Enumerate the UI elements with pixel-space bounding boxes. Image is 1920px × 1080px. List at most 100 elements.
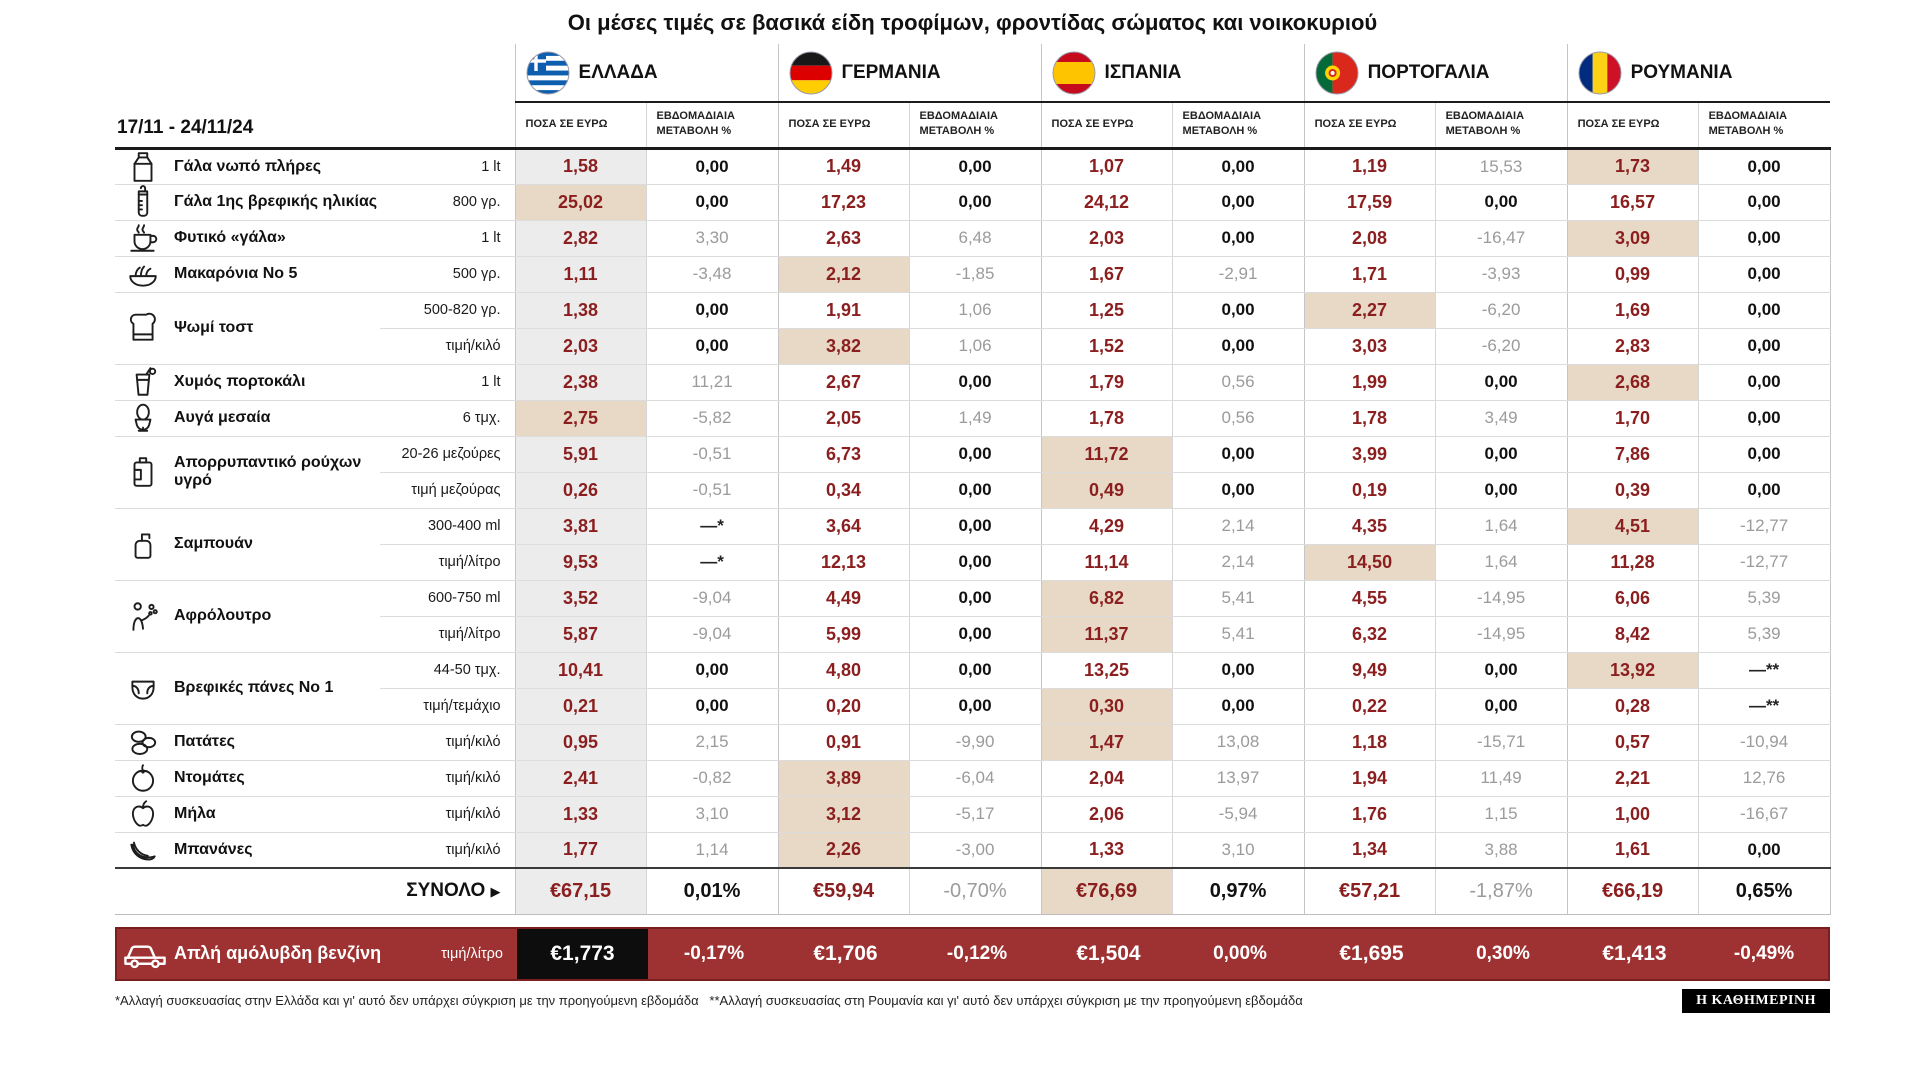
change-cell-gr: 0,00	[645, 328, 779, 365]
toast-bread-icon	[115, 292, 170, 365]
price-cell-es: 1,33	[1040, 832, 1173, 869]
table-row: τιμή μεζούρας 0,26 -0,51 0,34 0,00 0,49 0,00 0,…	[115, 472, 1831, 509]
product-unit: 1 lt	[380, 364, 516, 401]
change-cell-ro: 0,00	[1697, 148, 1831, 185]
country-name: ΕΛΛΑΔΑ	[578, 61, 658, 83]
price-cell-pt: 0,19	[1303, 472, 1436, 509]
fuel-unit: τιμή/λίτρο	[441, 945, 503, 962]
country-header-gr: ΕΛΛΑΔΑ	[514, 44, 779, 103]
country-header-de: ΓΕΡΜΑΝΙΑ	[777, 44, 1042, 103]
price-cell-gr: 1,58	[514, 148, 647, 185]
change-cell-gr: 0,00	[645, 184, 779, 221]
page-title: Οι μέσες τιμές σε βασικά είδη τροφίμων, …	[567, 10, 1378, 35]
change-cell-de: -5,17	[908, 796, 1042, 833]
change-cell-es: 0,00	[1171, 652, 1305, 689]
change-cell-es: 0,00	[1171, 148, 1305, 185]
price-cell-pt: 1,78	[1303, 400, 1436, 437]
product-unit: τιμή/κιλό	[380, 796, 516, 833]
product-name: Αυγά μεσαία	[170, 400, 380, 437]
product-unit: 800 γρ.	[380, 184, 516, 221]
shampoo-bottle-icon	[115, 508, 170, 581]
product-name: Πατάτες	[170, 724, 380, 761]
change-cell-pt: -6,20	[1434, 328, 1568, 365]
price-cell-es: 1,79	[1040, 364, 1173, 401]
table-row: τιμή/λίτρο 9,53 —* 12,13 0,00 11,14 2,14 14,50 1…	[115, 544, 1831, 581]
plant-milk-cup-icon	[115, 220, 170, 257]
change-cell-es: 0,00	[1171, 292, 1305, 329]
price-cell-ro: 8,42	[1566, 616, 1699, 653]
table-row: Γάλα νωπό πλήρες 1 lt 1,58 0,00 1,49 0,00 1,07…	[115, 148, 1831, 185]
diaper-icon	[115, 652, 170, 725]
product-name: Μακαρόνια Νο 5	[170, 256, 380, 293]
price-cell-gr: 2,38	[514, 364, 647, 401]
product-unit: τιμή/κιλό	[380, 724, 516, 761]
price-cell-es: 1,78	[1040, 400, 1173, 437]
change-cell-es: 13,97	[1171, 760, 1305, 797]
country-header-ro: ΡΟΥΜΑΝΙΑ	[1566, 44, 1831, 103]
price-cell-es: 24,12	[1040, 184, 1173, 221]
product-name: Ψωμί τοστ	[170, 292, 380, 365]
change-cell-gr: 0,00	[645, 292, 779, 329]
fuel-name: Απλή αμόλυβδη βενζίνη	[174, 943, 382, 963]
price-cell-ro: 1,73	[1566, 148, 1699, 185]
change-cell-es: 0,00	[1171, 436, 1305, 473]
product-unit: 6 τμχ.	[380, 400, 516, 437]
price-cell-gr: 5,87	[514, 616, 647, 653]
price-cell-ro: 2,68	[1566, 364, 1699, 401]
price-cell-ro: 0,99	[1566, 256, 1699, 293]
price-cell-de: 6,73	[777, 436, 910, 473]
change-cell-pt: 0,00	[1434, 364, 1568, 401]
change-subheader: ΕΒΔΟΜΑΔΙΑΙΑ ΜΕΤΑΒΟΛΗ %	[1171, 102, 1305, 150]
total-label: ΣΥΝΟΛΟ ▶	[115, 867, 516, 915]
change-cell-ro: -10,94	[1697, 724, 1831, 761]
change-cell-pt: 0,00	[1434, 436, 1568, 473]
price-cell-de: 3,82	[777, 328, 910, 365]
product-unit: τιμή/λίτρο	[380, 616, 516, 653]
shower-gel-icon	[115, 580, 170, 653]
change-cell-de: 0,00	[908, 508, 1042, 545]
change-cell-es: 5,41	[1171, 616, 1305, 653]
change-cell-de: 0,00	[908, 148, 1042, 185]
change-cell-ro: 12,76	[1697, 760, 1831, 797]
change-cell-ro: —**	[1697, 688, 1831, 725]
change-cell-ro: 0,00	[1697, 184, 1831, 221]
price-cell-pt: 14,50	[1303, 544, 1436, 581]
price-cell-pt: 0,22	[1303, 688, 1436, 725]
price-cell-es: 1,67	[1040, 256, 1173, 293]
price-cell-es: 0,49	[1040, 472, 1173, 509]
product-name: Φυτικό «γάλα»	[170, 220, 380, 257]
product-name: Μπανάνες	[170, 832, 380, 869]
pt-flag-icon	[1315, 51, 1359, 95]
price-cell-es: 1,25	[1040, 292, 1173, 329]
change-cell-de: -6,04	[908, 760, 1042, 797]
change-cell-es: 0,00	[1171, 328, 1305, 365]
egg-icon	[115, 400, 170, 437]
country-name: ΡΟΥΜΑΝΙΑ	[1630, 61, 1733, 83]
total-price-cell-es: €76,69	[1040, 867, 1173, 915]
table-row: Μακαρόνια Νο 5 500 γρ. 1,11 -3,48 2,12 -1,85 1…	[115, 256, 1831, 293]
price-cell-ro: 0,57	[1566, 724, 1699, 761]
price-cell-gr: 1,38	[514, 292, 647, 329]
product-name: Γάλα νωπό πλήρες	[170, 148, 380, 185]
price-cell-de: 2,05	[777, 400, 910, 437]
total-price-cell-de: €59,94	[777, 867, 910, 915]
price-cell-de: 2,63	[777, 220, 910, 257]
tomato-icon	[115, 760, 170, 797]
change-cell-de: -1,85	[908, 256, 1042, 293]
table-row: Μπανάνες τιμή/κιλό 1,77 1,14 2,26 -3,00 1,33 3,…	[115, 832, 1831, 869]
product-unit: 600-750 ml	[380, 580, 516, 617]
change-cell-gr: -0,82	[645, 760, 779, 797]
price-cell-pt: 4,35	[1303, 508, 1436, 545]
price-cell-ro: 16,57	[1566, 184, 1699, 221]
price-cell-gr: 3,52	[514, 580, 647, 617]
change-cell-gr: -5,82	[645, 400, 779, 437]
change-cell-de: 6,48	[908, 220, 1042, 257]
product-unit: 1 lt	[380, 220, 516, 257]
car-icon	[117, 929, 172, 979]
price-cell-pt: 1,99	[1303, 364, 1436, 401]
product-name: Ντομάτες	[170, 760, 380, 797]
table-row: τιμή/κιλό 2,03 0,00 3,82 1,06 1,52 0,00 3,03 -6,…	[115, 328, 1831, 365]
change-cell-de: 0,00	[908, 436, 1042, 473]
change-cell-de: 0,00	[908, 364, 1042, 401]
price-cell-de: 1,91	[777, 292, 910, 329]
